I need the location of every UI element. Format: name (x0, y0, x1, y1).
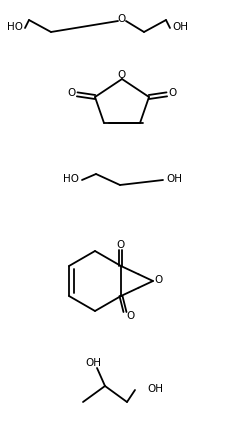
Text: O: O (67, 88, 75, 99)
Text: OH: OH (85, 358, 101, 368)
Text: O: O (155, 275, 163, 285)
Text: OH: OH (172, 22, 188, 32)
Text: O: O (117, 240, 125, 250)
Text: OH: OH (166, 174, 182, 184)
Text: HO: HO (7, 22, 23, 32)
Text: O: O (169, 88, 177, 99)
Text: O: O (118, 14, 126, 24)
Text: O: O (127, 311, 135, 321)
Text: OH: OH (147, 384, 163, 394)
Text: O: O (118, 70, 126, 80)
Text: HO: HO (63, 174, 79, 184)
